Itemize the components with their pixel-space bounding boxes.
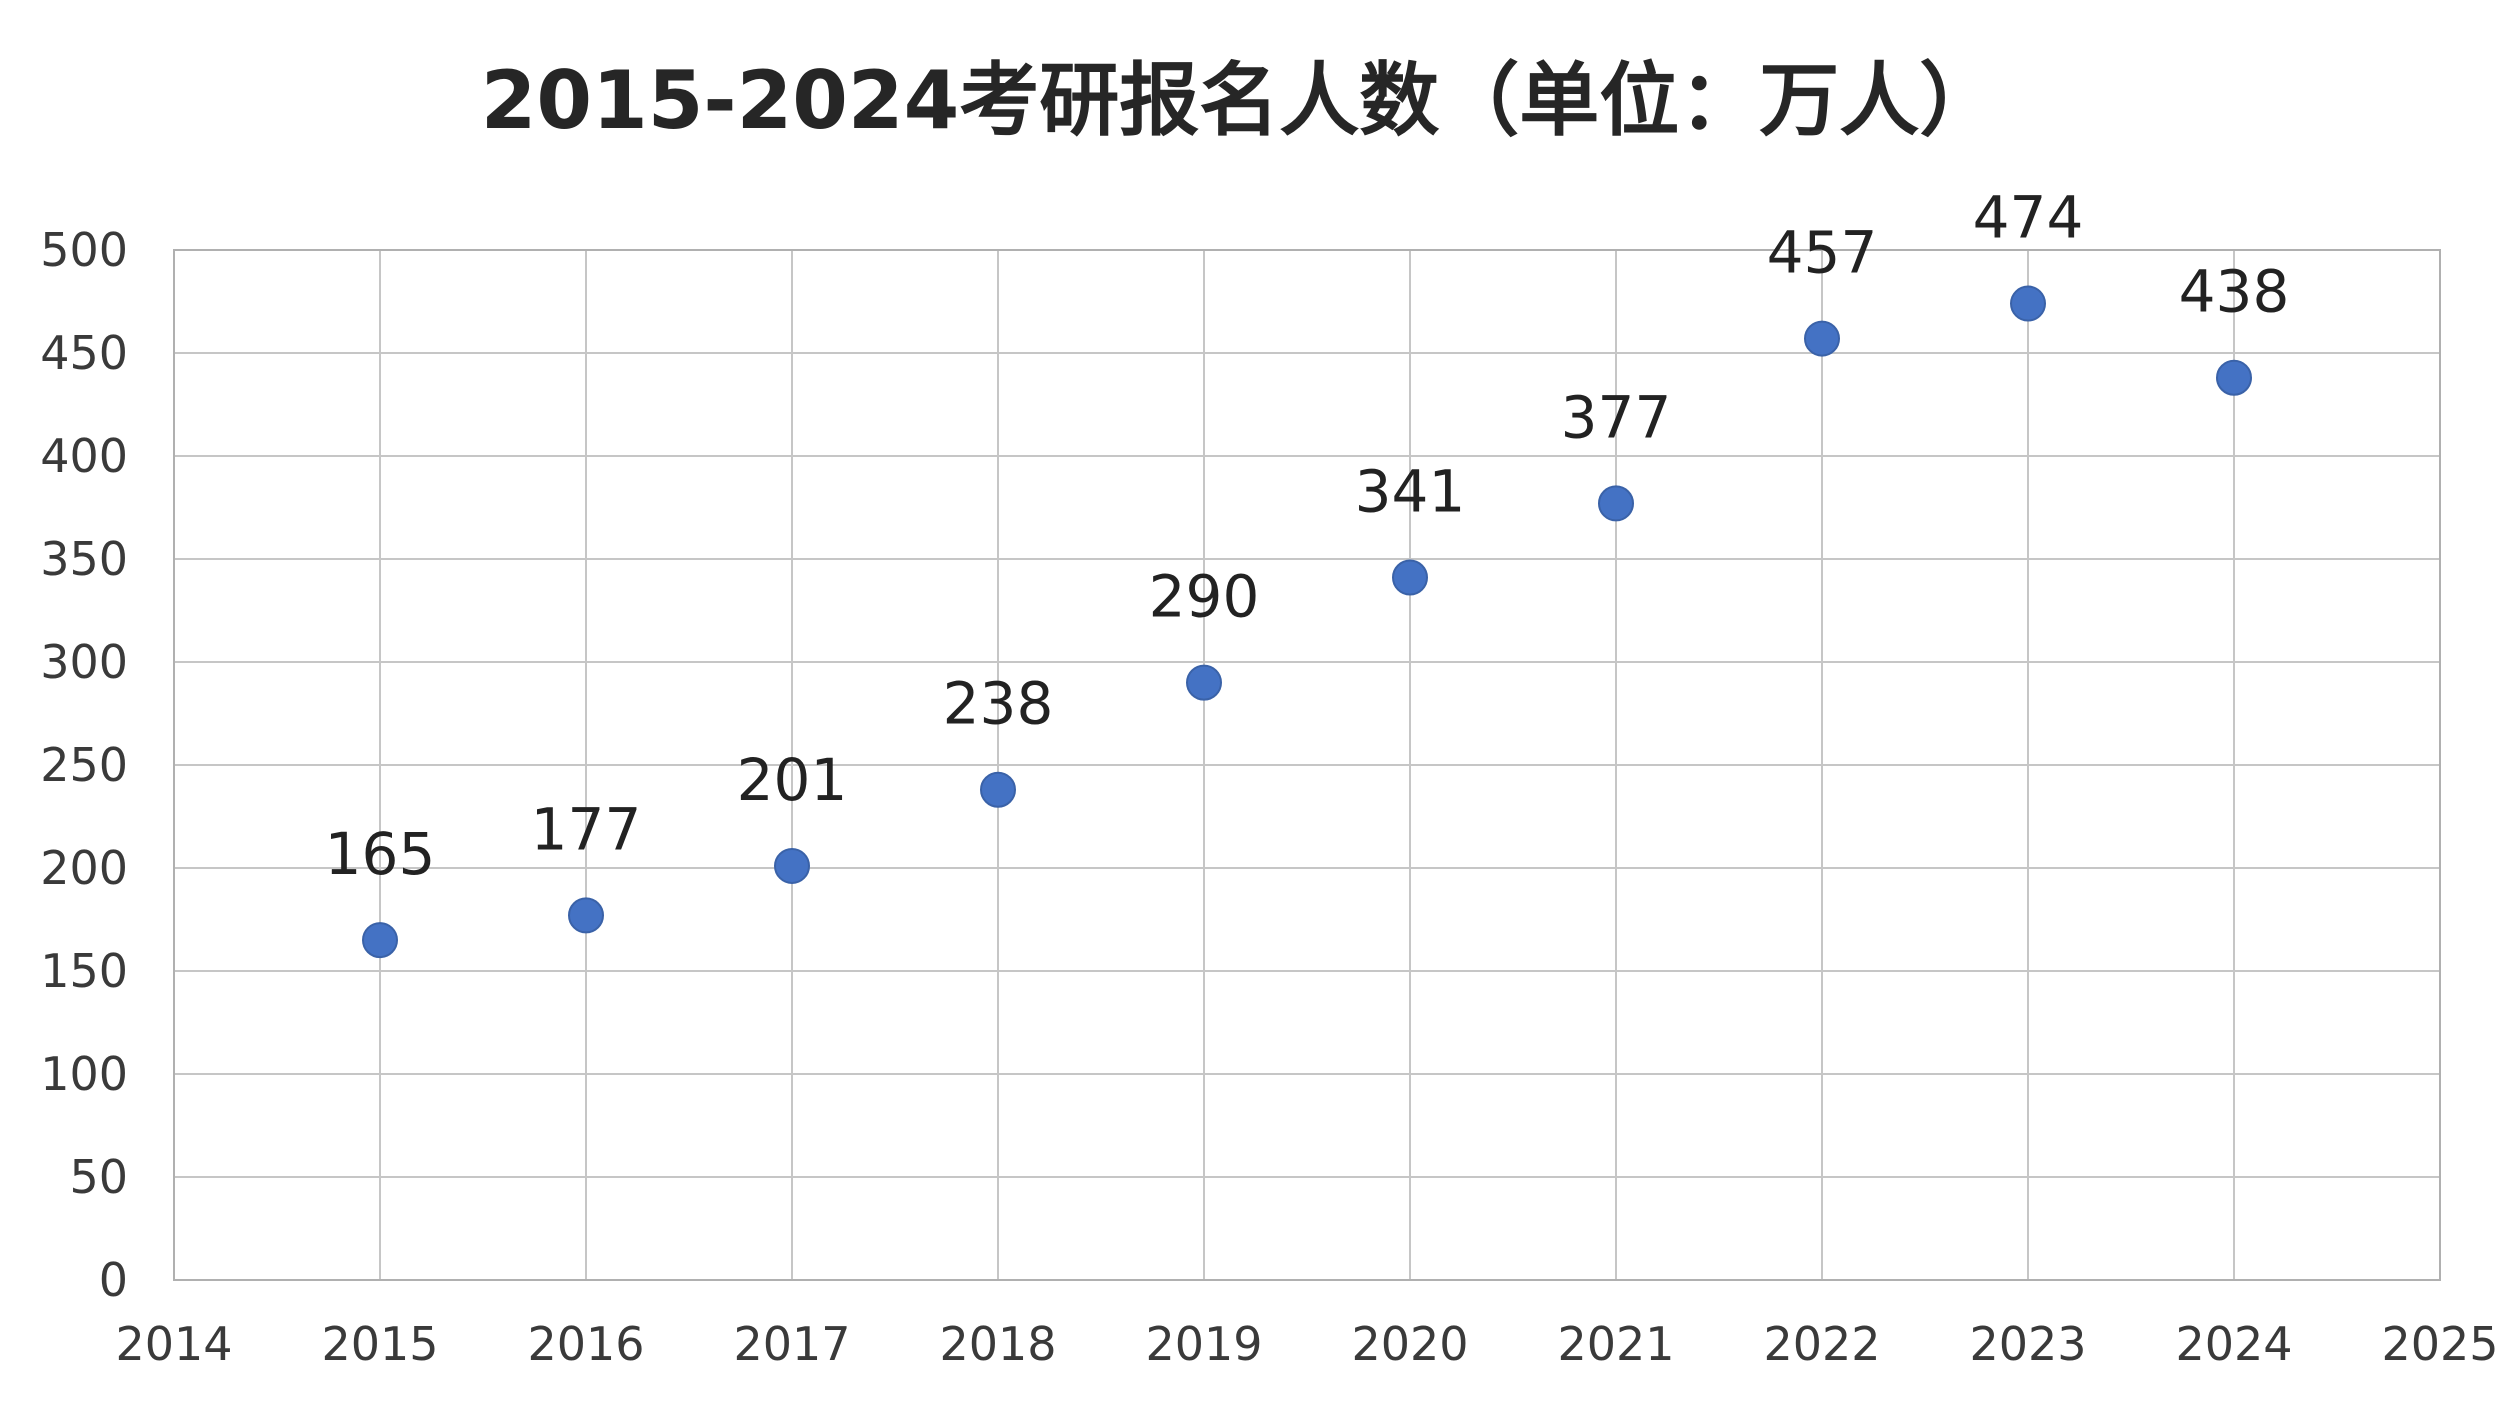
data-point <box>774 847 810 884</box>
y-tick-label: 100 <box>40 1047 128 1101</box>
data-label: 201 <box>737 746 848 814</box>
data-label: 438 <box>2179 258 2290 326</box>
y-axis-ticks: 0 50 100 150 200 250 300 350 400 450 500 <box>40 223 128 1307</box>
y-tick-label: 150 <box>40 944 128 998</box>
data-labels: 165 177 201 238 290 341 377 457 474 438 <box>325 184 2290 889</box>
plot-area-border <box>173 249 2441 1281</box>
x-tick-label: 2021 <box>1557 1317 1674 1371</box>
data-label: 474 <box>1973 184 2084 252</box>
x-tick-label: 2024 <box>2175 1317 2292 1371</box>
data-point <box>2216 359 2252 396</box>
y-tick-label: 250 <box>40 738 128 792</box>
y-tick-label: 350 <box>40 532 128 586</box>
y-tick-label: 50 <box>69 1150 128 1204</box>
data-point <box>2010 285 2046 322</box>
data-label: 238 <box>943 670 1054 738</box>
data-label: 165 <box>325 820 436 888</box>
y-tick-label: 0 <box>99 1253 128 1307</box>
data-label: 177 <box>531 795 642 863</box>
data-label: 457 <box>1767 219 1878 287</box>
data-point <box>1598 485 1634 522</box>
data-point <box>1804 320 1840 357</box>
data-point <box>980 771 1016 808</box>
x-tick-label: 2019 <box>1145 1317 1262 1371</box>
x-tick-label: 2025 <box>2381 1317 2498 1371</box>
x-tick-label: 2018 <box>939 1317 1056 1371</box>
data-point <box>362 922 398 959</box>
x-tick-label: 2014 <box>115 1317 232 1371</box>
chart-title: 2015-2024考研报名人数（单位：万人） <box>481 54 2000 147</box>
y-tick-label: 200 <box>40 841 128 895</box>
x-tick-label: 2020 <box>1351 1317 1468 1371</box>
y-tick-label: 400 <box>40 429 128 483</box>
data-label: 290 <box>1149 563 1260 631</box>
y-tick-label: 450 <box>40 326 128 380</box>
data-points <box>362 285 2252 959</box>
data-point <box>1186 664 1222 701</box>
x-tick-label: 2016 <box>527 1317 644 1371</box>
data-label: 377 <box>1561 383 1672 451</box>
x-axis-ticks: 2014 2015 2016 2017 2018 2019 2020 2021 2022 2023… <box>115 1317 2498 1371</box>
data-point <box>1392 559 1428 596</box>
y-tick-label: 500 <box>40 223 128 277</box>
x-tick-label: 2022 <box>1763 1317 1880 1371</box>
x-tick-label: 2023 <box>1969 1317 2086 1371</box>
x-tick-label: 2017 <box>733 1317 850 1371</box>
grid-layer <box>173 249 2441 1281</box>
y-tick-label: 300 <box>40 635 128 689</box>
x-tick-label: 2015 <box>321 1317 438 1371</box>
data-label: 341 <box>1355 458 1466 526</box>
data-point <box>568 897 604 934</box>
